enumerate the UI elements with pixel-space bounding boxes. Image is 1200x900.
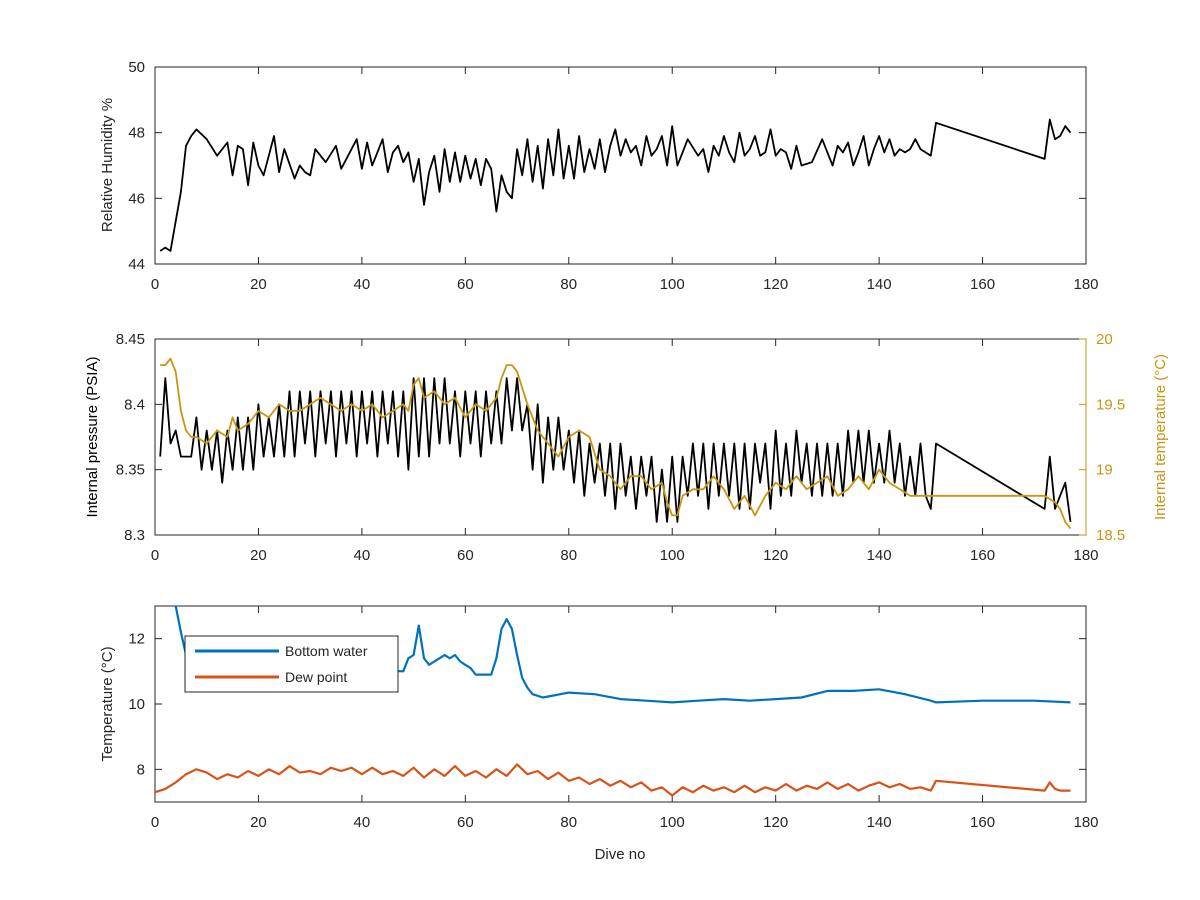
series-humidity [159, 118, 1072, 252]
y-tick-label: 10 [128, 696, 145, 713]
x-tick-label: 140 [867, 814, 892, 831]
y-right-tick-label: 18.5 [1096, 527, 1125, 544]
x-axis-title-dive-no: Dive no [595, 846, 646, 863]
x-tick-label: 140 [867, 547, 892, 564]
series-line-dew-point [155, 763, 1071, 797]
y-tick-label: 12 [128, 631, 145, 648]
panel-temperature: 0 20 40 60 80 100 120 140 160 180 8 10 12 Temperatu… [99, 605, 1099, 863]
x-tick-label: 120 [763, 547, 788, 564]
x-tick-label: 160 [970, 547, 995, 564]
y-axis-title-temperature: Temperature (°C) [99, 646, 116, 761]
y-axis-title-internal-temperature: Internal temperature (°C) [1152, 354, 1169, 520]
y-right-tick-label: 19 [1096, 462, 1113, 479]
legend-label-dew-point: Dew point [285, 669, 347, 685]
y-tick-label: 44 [128, 256, 145, 273]
x-tick-label: 20 [250, 276, 267, 293]
plot-area-temperature [154, 605, 1087, 803]
x-tick-label: 180 [1073, 547, 1098, 564]
y-right-tick-label: 19.5 [1096, 396, 1125, 413]
series-line-pressure-1 [160, 357, 1072, 530]
x-tick-label: 60 [457, 276, 474, 293]
y-tick-label: 8 [137, 761, 145, 778]
y-tick-label: 48 [128, 125, 145, 142]
legend-box [184, 635, 399, 693]
panel-pressure: 0 20 40 60 80 100 120 140 160 180 8.38.358.48.45 … [84, 331, 1169, 564]
x-axis-pressure: 0 20 40 60 80 100 120 140 160 180 [151, 339, 1099, 564]
y-tick-label: 8.4 [124, 396, 145, 413]
y-tick-label: 50 [128, 59, 145, 76]
x-tick-label: 80 [560, 276, 577, 293]
x-tick-label: 60 [457, 814, 474, 831]
x-tick-label: 180 [1073, 276, 1098, 293]
x-tick-label: 80 [560, 814, 577, 831]
series-pressure [159, 357, 1072, 530]
legend: Bottom water Dew point [184, 635, 399, 693]
y-axis-title-pressure: Internal pressure (PSIA) [84, 357, 101, 518]
x-tick-label: 0 [151, 814, 159, 831]
legend-label-bottom-water: Bottom water [285, 643, 368, 659]
x-axis-humidity: 0 20 40 60 80 100 120 140 160 180 [151, 67, 1099, 293]
x-tick-label: 180 [1073, 814, 1098, 831]
x-tick-label: 40 [354, 814, 371, 831]
x-tick-label: 0 [151, 276, 159, 293]
series-line-humidity-0 [159, 118, 1072, 252]
x-tick-label: 140 [867, 276, 892, 293]
x-tick-label: 40 [354, 547, 371, 564]
y-tick-label: 8.3 [124, 527, 145, 544]
plot-area-humidity [154, 66, 1087, 265]
series-line-pressure-0 [159, 377, 1072, 523]
series-temperature [155, 606, 1071, 797]
x-tick-label: 80 [560, 547, 577, 564]
y-axis-right-temperature: 18.5 19 19.5 20 [1079, 331, 1125, 544]
panel-humidity: 0 20 40 60 80 100 120 140 160 180 44 46 48 50 Relati… [99, 59, 1099, 293]
y-axis-humidity: 44 46 48 50 [128, 59, 1086, 273]
x-tick-label: 160 [970, 814, 995, 831]
x-tick-label: 120 [763, 814, 788, 831]
y-tick-label: 8.35 [116, 462, 145, 479]
x-axis-temperature: 0 20 40 60 80 100 120 140 160 180 [151, 606, 1099, 831]
y-axis-pressure: 8.3 8.35 8.4 8.45 [116, 331, 162, 544]
x-tick-label: 100 [660, 814, 685, 831]
series-line-bottom-water [174, 606, 1071, 704]
x-tick-label: 160 [970, 276, 995, 293]
y-right-tick-label: 20 [1096, 331, 1113, 348]
y-tick-label: 8.45 [116, 331, 145, 348]
y-axis-title-humidity: Relative Humidity % [99, 98, 116, 232]
x-tick-label: 40 [354, 276, 371, 293]
x-tick-label: 100 [660, 276, 685, 293]
y-tick-label: 46 [128, 190, 145, 207]
x-tick-label: 60 [457, 547, 474, 564]
x-tick-label: 20 [250, 814, 267, 831]
plot-area-pressure [154, 338, 1087, 536]
x-tick-label: 0 [151, 547, 159, 564]
y-axis-temperature: 8 10 12 [128, 631, 1086, 778]
x-tick-label: 100 [660, 547, 685, 564]
x-tick-label: 120 [763, 276, 788, 293]
x-tick-label: 20 [250, 547, 267, 564]
